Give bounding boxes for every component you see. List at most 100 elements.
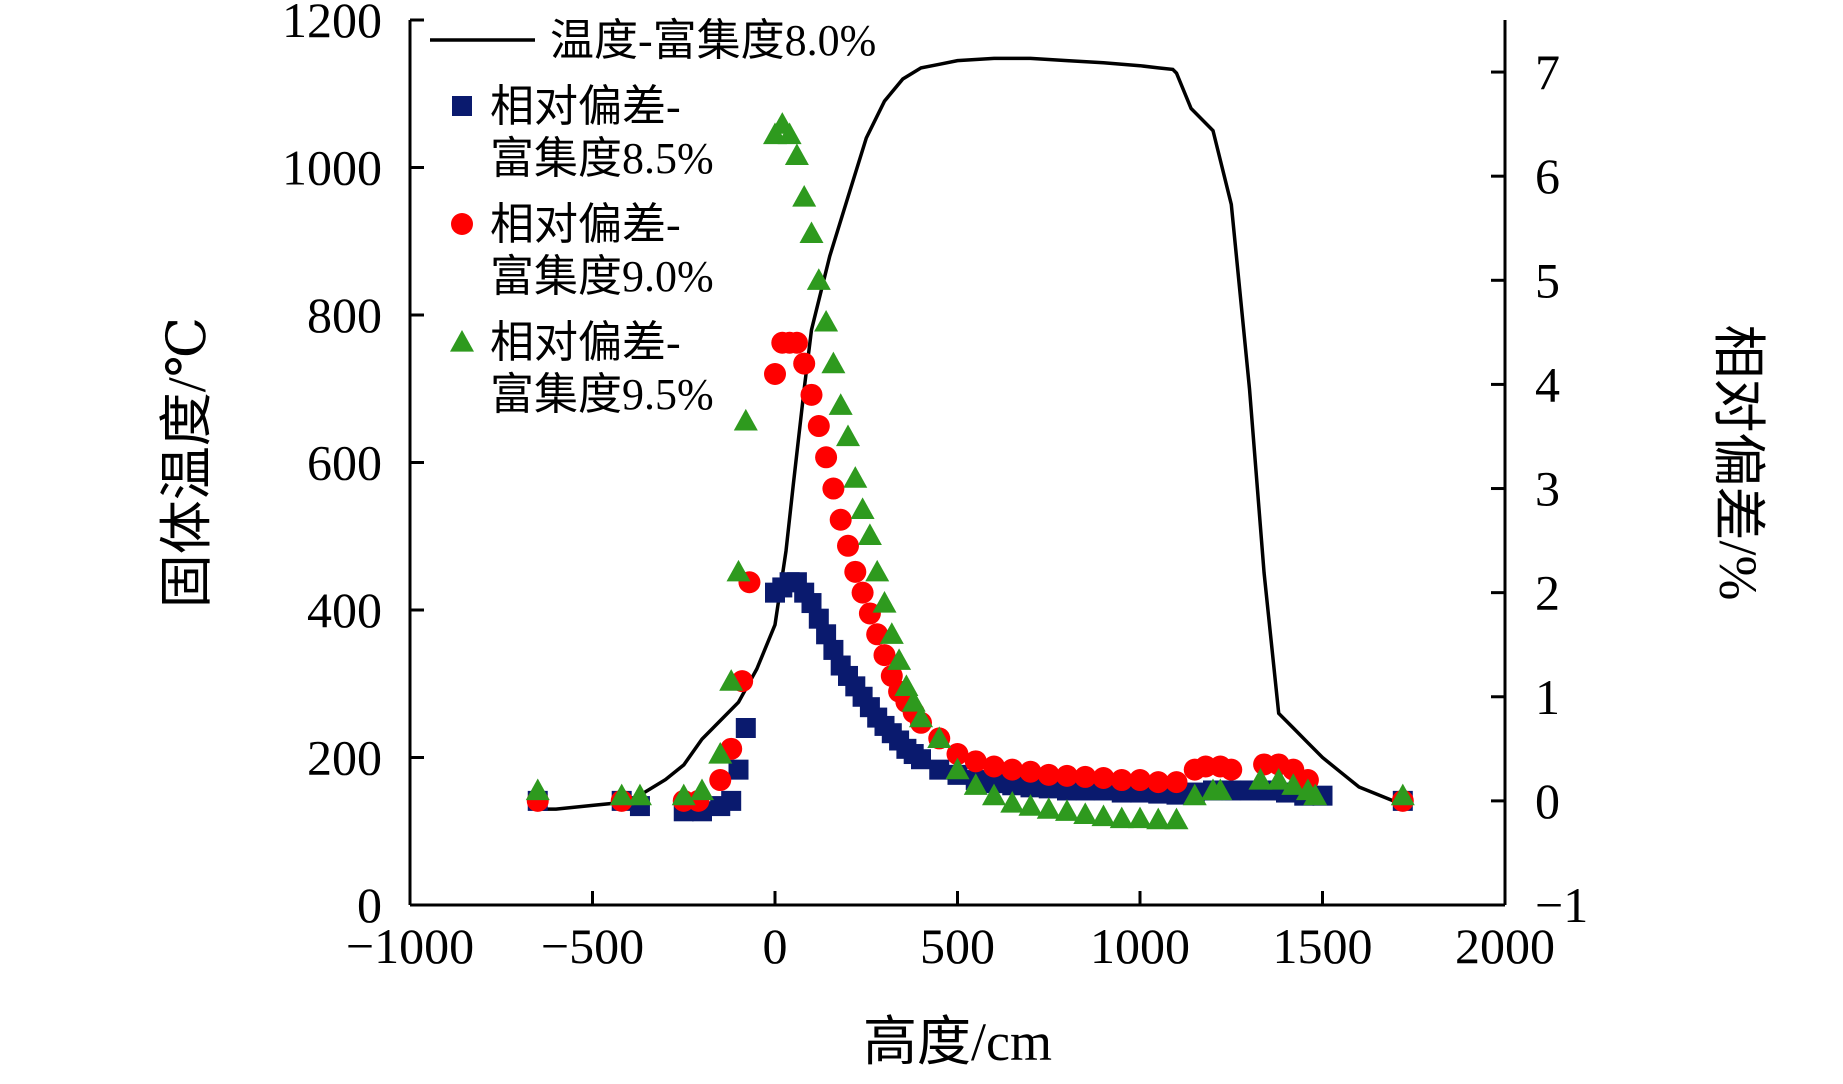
circle-point [709,769,732,792]
y-right-tick-label: 6 [1535,148,1560,204]
circle-point [1001,758,1024,781]
triangle-point [690,778,714,801]
triangle-point [1146,807,1171,830]
x-tick-label: −500 [541,918,644,974]
triangle-point [1128,806,1152,829]
triangle-point [1208,778,1233,801]
square-point [911,749,931,770]
triangle-point [1091,804,1116,827]
circle-point [815,446,838,469]
triangle-point [1073,802,1098,825]
y-right-tick-label: 2 [1535,565,1560,621]
legend-entry: 相对偏差-富集度9.0% [451,200,714,301]
legend-entry: 相对偏差-富集度9.5% [450,318,714,419]
legend-label: 富集度9.0% [490,252,714,301]
triangle-point [865,559,890,582]
square-point [984,773,1004,794]
circle-point [793,352,816,375]
legend-label: 富集度8.5% [490,134,714,183]
triangle-point [726,559,751,582]
circle-point [1074,765,1097,788]
x-tick-label: −1000 [346,918,474,974]
circle-point [764,363,786,385]
legend-entry: 温度-富集度8.0% [430,16,876,65]
tick-layer: −1000 −500 0 500 1000 1500 2000020040060080010… [282,0,1588,974]
y-left-tick-label: 800 [307,287,382,343]
x-tick-label: 1500 [1273,918,1373,974]
triangle-point [963,773,988,795]
triangle-point [814,309,839,332]
square-point [929,759,950,780]
triangle-point [887,648,912,670]
triangle-point [1182,783,1207,806]
square-point [823,639,844,660]
square-point [1002,775,1023,796]
circle-point [1019,760,1042,783]
y-left-tick-label: 1000 [282,140,382,196]
y-right-tick-label: 4 [1535,356,1560,412]
circle-point [946,743,969,766]
triangle-point [1109,806,1134,829]
circle-point [1220,758,1243,781]
circle-point [1037,763,1060,786]
y-left-axis-title: 固体温度/℃ [157,317,217,608]
triangle-point [806,268,831,290]
triangle-point [799,221,824,244]
triangle-point [609,783,634,806]
x-tick-label: 1000 [1090,918,1190,974]
triangle-point [1018,794,1043,816]
circle-point [1110,769,1133,792]
circle-point [822,477,845,500]
circle-point [844,560,867,583]
y-left-tick-label: 200 [307,730,382,786]
series-triangle [525,112,1415,830]
triangle-point [708,742,733,764]
x-tick-label: 2000 [1455,918,1555,974]
circle-point [837,534,859,557]
triangle-point [784,143,809,165]
circle-point [851,581,874,604]
square-point [721,790,742,811]
y-right-tick-label: 7 [1535,44,1560,100]
triangle-point [982,783,1006,806]
square-point [1020,777,1041,798]
series-line [537,56,1397,811]
triangle-point [872,591,897,613]
x-tick-label: 500 [920,918,995,974]
legend-label: 温度-富集度8.0% [550,16,876,65]
circle-point [800,383,823,406]
triangle-point [828,393,853,415]
y-left-tick-label: 0 [357,877,382,933]
triangle-point [843,466,868,488]
triangle-point [857,523,882,545]
triangle-point [1055,799,1079,821]
triangle-point [909,705,933,728]
legend: 温度-富集度8.0%相对偏差-富集度8.5%相对偏差-富集度9.0%相对偏差-富… [430,16,876,419]
y-left-tick-label: 600 [307,435,382,491]
legend-label: 相对偏差- [490,200,681,249]
circle-point [964,750,987,773]
circle-point [1129,769,1151,792]
square-point [801,593,822,614]
triangle-point [901,689,926,712]
legend-label: 富集度9.5% [490,370,714,419]
triangle-point [777,122,802,145]
triangle-point [1303,783,1328,806]
legend-square-swatch [452,96,472,116]
circle-point [1147,771,1170,794]
y-left-tick-label: 1200 [282,0,382,48]
square-point [728,759,749,780]
triangle-point [1036,797,1061,819]
triangle-point [821,351,846,374]
circle-point [1165,771,1188,794]
legend-triangle-swatch [450,330,474,352]
triangle-point [525,778,550,801]
y-right-tick-label: −1 [1535,877,1588,933]
circle-point [983,755,1005,778]
y-right-tick-label: 1 [1535,669,1560,725]
legend-entry: 相对偏差-富集度8.5% [452,82,714,183]
series-layer [525,56,1415,830]
y-right-axis-title: 相对偏差/% [1708,325,1768,601]
triangle-point [1266,768,1291,790]
